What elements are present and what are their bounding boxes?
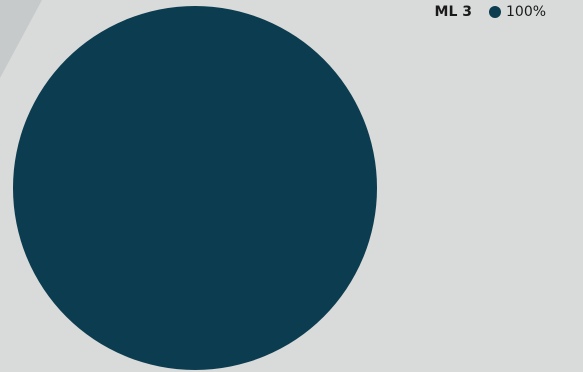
legend-label: ML 3 (435, 4, 472, 20)
pie-slice (13, 6, 377, 370)
legend-swatch (489, 6, 501, 18)
legend-value: 100% (506, 4, 546, 20)
background-stripe (0, 0, 42, 78)
